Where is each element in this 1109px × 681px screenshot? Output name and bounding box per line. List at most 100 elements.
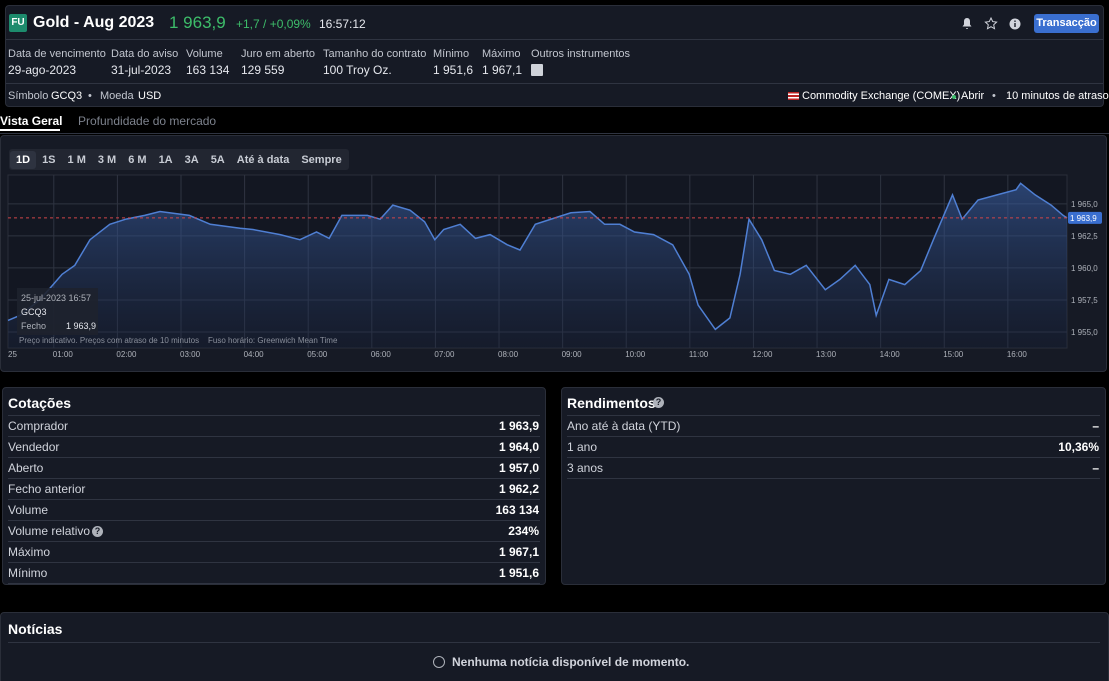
- quotes-panel: Cotações Comprador 1 963,9 Vendedor 1 964,0…: [2, 387, 546, 585]
- news-panel: Notícias Nenhuma notícia disponível de m…: [0, 612, 1109, 681]
- instruments-icon[interactable]: [531, 64, 543, 76]
- range-button[interactable]: Sempre: [301, 154, 342, 166]
- tab-underline: [0, 129, 60, 131]
- divider: [567, 436, 1100, 437]
- divider: [8, 642, 1100, 643]
- x-tick-label: 06:00: [371, 350, 392, 359]
- detail-label: Juro em aberto: [241, 48, 315, 60]
- star-icon[interactable]: [984, 16, 998, 30]
- range-button[interactable]: 1 M: [67, 154, 86, 166]
- status-dot: [952, 95, 956, 99]
- row-label: 1 ano: [567, 440, 598, 454]
- x-tick-label: 07:00: [434, 350, 455, 359]
- help-icon[interactable]: ?: [653, 397, 664, 408]
- delay: 10 minutos de atraso: [1006, 90, 1109, 102]
- chart-panel: 1 955,0 1 957,5 1 960,0 1 962,5 1 965,0 25 01:…: [0, 135, 1107, 372]
- x-tick-label: 10:00: [625, 350, 646, 359]
- meta-value: USD: [138, 90, 162, 102]
- divider: [0, 133, 1109, 134]
- divider: [8, 562, 540, 563]
- range-button[interactable]: 1S: [42, 154, 56, 166]
- divider: [8, 499, 540, 500]
- tooltip-date: 25-jul-2023 16:57: [21, 293, 91, 303]
- detail-value: 100 Troy Oz.: [323, 63, 392, 77]
- row-label: Volume relativo: [8, 524, 91, 538]
- range-selector: 1D 1S 1 M 3 M 6 M 1A 3A 5A Até à data Sempre: [9, 149, 349, 170]
- chart: 1 955,0 1 957,5 1 960,0 1 962,5 1 965,0 25 01:…: [7, 174, 1102, 359]
- range-button[interactable]: 1D: [10, 151, 37, 169]
- row-value: 1 963,9: [498, 419, 539, 433]
- x-tick-label: 11:00: [689, 350, 709, 359]
- divider: [8, 415, 540, 416]
- row-label: Fecho anterior: [8, 482, 86, 496]
- price-label-box: [1068, 211, 1102, 224]
- x-tick-label: 05:00: [307, 350, 328, 359]
- divider: [567, 415, 1100, 416]
- tab[interactable]: Profundidade do mercado: [78, 114, 217, 128]
- detail-value: 29-ago-2023: [8, 63, 77, 77]
- range-button[interactable]: 3 M: [97, 154, 117, 166]
- detail-value: 1 951,6: [433, 63, 474, 77]
- divider: [6, 39, 1103, 40]
- tooltip-value: 1 963,9: [66, 321, 96, 331]
- row-label: Mínimo: [8, 566, 48, 580]
- row-value: 1 967,1: [498, 545, 539, 559]
- y-tick-label: 1 962,5: [1071, 232, 1098, 241]
- row-value: 1 957,0: [498, 461, 539, 475]
- y-tick-label: 1 957,5: [1071, 296, 1098, 305]
- detail-value: 1 967,1: [482, 63, 523, 77]
- range-button[interactable]: 5A: [210, 154, 225, 166]
- row-value: 1 962,2: [498, 482, 539, 496]
- tab[interactable]: Vista Geral: [0, 114, 63, 128]
- info-glyph: [1014, 20, 1016, 22]
- flag: [788, 92, 799, 100]
- detail-label: Tamanho do contrato: [323, 48, 427, 60]
- row-label: Volume: [8, 503, 49, 517]
- row-value: 234%: [508, 524, 539, 538]
- panel-title: Notícias: [8, 621, 63, 637]
- range-button[interactable]: 1A: [158, 154, 173, 166]
- divider: [8, 583, 540, 584]
- panel-title: Cotações: [8, 395, 72, 411]
- row-value: 163 134: [495, 503, 539, 517]
- divider: [6, 83, 1103, 84]
- x-tick-label: 09:00: [562, 350, 583, 359]
- x-tick-label: 14:00: [880, 350, 901, 359]
- detail-label: Outros instrumentos: [531, 48, 631, 60]
- trade-button[interactable]: Transacção: [1034, 14, 1099, 33]
- help-icon[interactable]: ?: [92, 526, 103, 537]
- footnote: Preço indicativo. Preços com atraso de 1…: [19, 336, 199, 345]
- tooltip-symbol: GCQ3: [21, 307, 47, 317]
- detail-label: Volume: [186, 48, 223, 60]
- meta-value: GCQ3: [51, 90, 83, 102]
- divider: [567, 478, 1100, 479]
- range-button[interactable]: 6 M: [128, 154, 147, 166]
- x-tick-label: 15:00: [943, 350, 964, 359]
- detail-label: Data do aviso: [111, 48, 179, 60]
- time: 16:57:12: [319, 17, 366, 31]
- range-button[interactable]: 3A: [184, 154, 199, 166]
- x-tick-label: 16:00: [1007, 350, 1028, 359]
- area: [8, 183, 1067, 348]
- range-button[interactable]: Até à data: [236, 154, 290, 166]
- divider: [8, 478, 540, 479]
- row-label: 3 anos: [567, 461, 604, 475]
- x-tick-label: 03:00: [180, 350, 201, 359]
- bell-icon[interactable]: [962, 18, 972, 29]
- detail-label: Máximo: [482, 48, 521, 60]
- y-tick-label: 1 955,0: [1071, 328, 1098, 337]
- detail-value: 129 559: [241, 63, 285, 77]
- icons[interactable]: [961, 16, 1031, 32]
- row-value: 1 964,0: [498, 440, 539, 454]
- row-label: Ano até à data (YTD): [567, 419, 681, 433]
- meta-label: Símbolo: [8, 90, 49, 102]
- meta-label: Moeda: [100, 90, 134, 102]
- y-tick-label: 1 960,0: [1071, 264, 1098, 273]
- title: Gold - Aug 2023: [33, 14, 155, 31]
- detail-value: 163 134: [186, 63, 230, 77]
- footnote: Fuso horário: Greenwich Mean Time: [208, 336, 338, 345]
- panel-title: Rendimentos: [567, 395, 656, 411]
- status: Abrir: [961, 90, 985, 102]
- row-label: Máximo: [8, 545, 51, 559]
